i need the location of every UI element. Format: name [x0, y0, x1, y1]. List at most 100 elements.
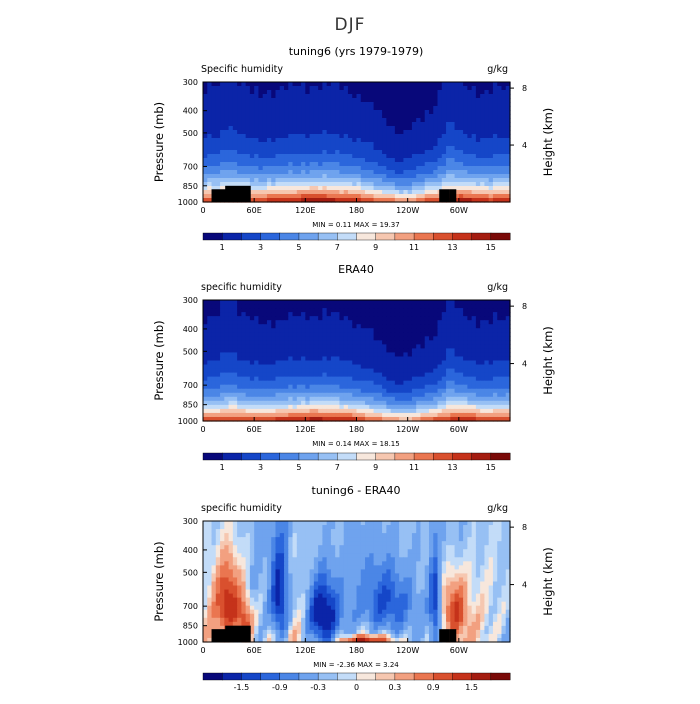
field-cell	[357, 106, 362, 111]
field-cell	[203, 154, 208, 159]
field-cell	[446, 142, 451, 147]
field-cell	[229, 162, 234, 167]
field-cell	[382, 122, 387, 127]
field-cell	[288, 389, 293, 394]
field-cell	[216, 94, 221, 99]
field-cell	[293, 529, 298, 534]
field-cell	[216, 320, 221, 325]
field-cell	[207, 352, 212, 357]
y-tick-label: 700	[183, 162, 198, 171]
field-cell	[378, 377, 383, 382]
field-cell	[250, 130, 255, 135]
field-cell	[429, 324, 434, 329]
field-cell	[420, 186, 425, 191]
field-cell	[489, 385, 494, 390]
field-cell	[339, 377, 344, 382]
field-cell	[442, 82, 447, 87]
field-cell	[250, 162, 255, 167]
field-cell	[267, 369, 272, 374]
field-cell	[357, 154, 362, 159]
field-cell	[399, 166, 404, 171]
y-tick-label: 850	[183, 401, 198, 410]
field-cell	[386, 162, 391, 167]
field-cell	[391, 182, 396, 187]
field-cell	[497, 533, 502, 538]
field-cell	[472, 142, 477, 147]
field-cell	[318, 86, 323, 91]
field-cell	[382, 533, 387, 538]
field-cell	[216, 401, 221, 406]
field-cell	[446, 405, 451, 410]
field-cell	[467, 118, 472, 123]
field-cell	[335, 186, 340, 191]
field-cell	[250, 90, 255, 95]
field-cell	[369, 146, 374, 151]
field-cell	[365, 82, 370, 87]
field-cell	[207, 118, 212, 123]
field-cell	[403, 344, 408, 349]
field-cell	[246, 300, 251, 305]
y-tick-label: 500	[183, 129, 198, 138]
field-cell	[429, 344, 434, 349]
field-cell	[412, 118, 417, 123]
field-cell	[433, 122, 438, 127]
field-cell	[369, 150, 374, 155]
field-cell	[220, 308, 225, 313]
field-cell	[459, 170, 464, 175]
field-cell	[250, 336, 255, 341]
field-cell	[280, 304, 285, 309]
field-cell	[433, 413, 438, 418]
field-cell	[455, 162, 460, 167]
field-cell	[382, 401, 387, 406]
field-cell	[408, 385, 413, 390]
field-cell	[484, 178, 489, 183]
field-cell	[258, 146, 263, 151]
field-cell	[301, 86, 306, 91]
field-cell	[374, 369, 379, 374]
field-cell	[403, 170, 408, 175]
field-cell	[207, 409, 212, 414]
field-cell	[331, 373, 336, 378]
field-cell	[301, 304, 306, 309]
field-cell	[314, 300, 319, 305]
field-cell	[399, 324, 404, 329]
field-cell	[229, 352, 234, 357]
field-cell	[425, 308, 430, 313]
field-cell	[241, 304, 246, 309]
field-cell	[446, 336, 451, 341]
field-cell	[450, 361, 455, 366]
field-cell	[459, 122, 464, 127]
field-cell	[395, 130, 400, 135]
field-cell	[220, 389, 225, 394]
field-cell	[438, 369, 443, 374]
field-cell	[357, 365, 362, 370]
field-cell	[224, 94, 229, 99]
field-cell	[433, 190, 438, 195]
field-cell	[305, 138, 310, 143]
field-cell	[331, 86, 336, 91]
field-cell	[455, 146, 460, 151]
field-cell	[374, 186, 379, 191]
field-cell	[450, 332, 455, 337]
field-cell	[275, 521, 280, 526]
field-cell	[442, 118, 447, 123]
field-cell	[224, 389, 229, 394]
field-cell	[310, 146, 315, 151]
field-cell	[288, 393, 293, 398]
field-cell	[472, 320, 477, 325]
field-cell	[310, 150, 315, 155]
field-cell	[284, 344, 289, 349]
field-cell	[408, 405, 413, 410]
field-cell	[382, 194, 387, 199]
field-cell	[314, 541, 319, 546]
field-cell	[438, 529, 443, 534]
field-cell	[395, 541, 400, 546]
field-cell	[348, 369, 353, 374]
field-cell	[416, 344, 421, 349]
field-cell	[293, 312, 298, 317]
field-cell	[416, 324, 421, 329]
field-cell	[386, 122, 391, 127]
field-cell	[331, 377, 336, 382]
field-cell	[467, 122, 472, 127]
field-cell	[310, 166, 315, 171]
